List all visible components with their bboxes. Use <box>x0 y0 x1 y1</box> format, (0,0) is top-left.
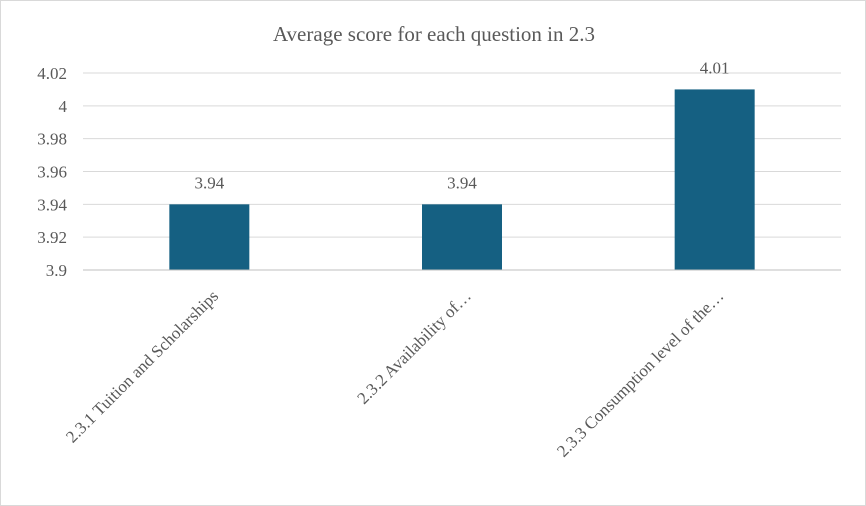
x-tick-label: 2.3.2 Availability of… <box>353 286 474 407</box>
bar <box>674 89 755 271</box>
x-tick-label: 2.3.3 Consumption level of the… <box>553 286 727 460</box>
x-tick-label: 2.3.1 Tuition and Scholarships <box>62 286 222 446</box>
bar <box>169 204 250 270</box>
data-label: 3.94 <box>447 173 477 192</box>
chart-title: Average score for each question in 2.3 <box>273 22 595 46</box>
data-label: 4.01 <box>700 58 730 77</box>
data-label: 3.94 <box>194 173 224 192</box>
bars <box>169 89 755 271</box>
y-tick-label: 3.92 <box>37 228 67 247</box>
y-tick-label: 3.94 <box>37 195 67 214</box>
y-tick-label: 3.96 <box>37 163 67 182</box>
y-tick-label: 3.98 <box>37 130 67 149</box>
bar <box>422 204 502 270</box>
y-tick-label: 4.02 <box>37 64 67 83</box>
x-axis: 2.3.1 Tuition and Scholarships 2.3.2 Avai… <box>62 269 841 461</box>
y-tick-label: 3.9 <box>46 261 67 280</box>
data-labels: 3.94 3.94 4.01 <box>194 58 729 192</box>
y-tick-label: 4 <box>59 97 68 116</box>
y-axis: 3.9 3.92 3.94 3.96 3.98 4 4.02 <box>37 64 67 280</box>
